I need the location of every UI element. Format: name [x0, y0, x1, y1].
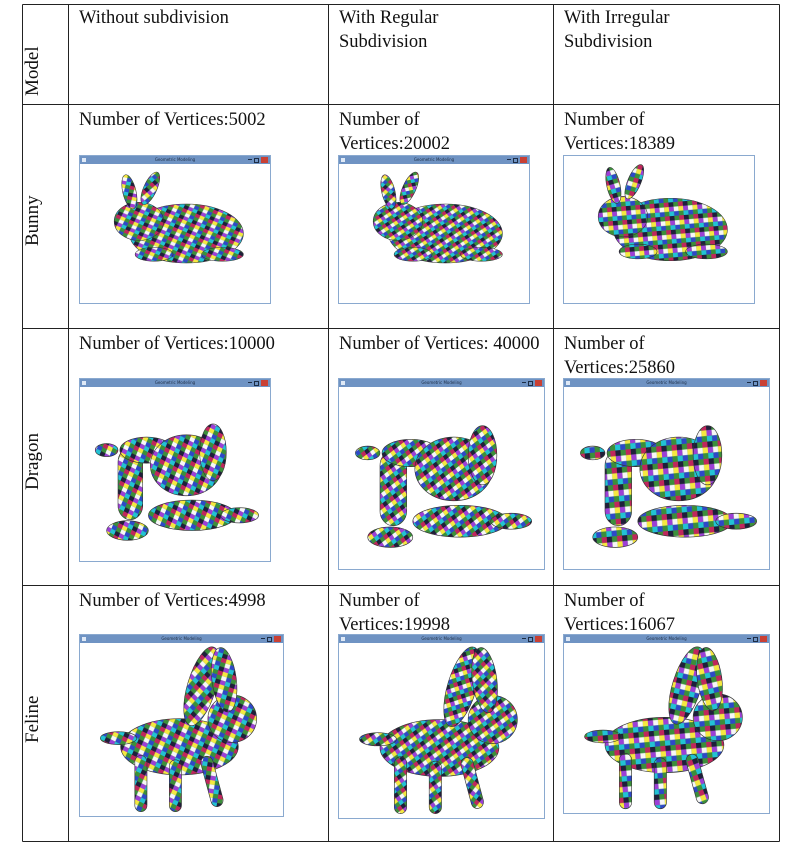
maximize-icon	[753, 381, 758, 386]
feline-model-icon	[584, 646, 743, 810]
window-title: Geometric Modeling	[421, 636, 462, 641]
model-screenshot: Geometric Modeling	[79, 155, 271, 304]
bunny-model-icon	[597, 164, 728, 262]
window-title: Geometric Modeling	[161, 636, 202, 641]
minimize-icon	[248, 382, 252, 383]
minimize-icon	[522, 382, 526, 383]
minimize-icon	[507, 159, 511, 160]
vertex-count-label: Number of Vertices: 40000	[339, 334, 540, 354]
app-icon	[341, 158, 345, 162]
vertex-count-label: Number of Vertices:18389	[564, 110, 675, 154]
close-icon	[535, 380, 542, 386]
maximize-icon	[528, 381, 533, 386]
minimize-icon	[261, 638, 265, 639]
close-icon	[520, 157, 527, 163]
row-label-bunny: Bunny	[22, 195, 43, 246]
vertex-count-label: Number of Vertices:10000	[79, 334, 275, 354]
app-icon	[82, 158, 86, 162]
vertex-count-label: Number of Vertices:16067	[564, 591, 675, 635]
window-title: Geometric Modeling	[646, 636, 687, 641]
minimize-icon	[747, 638, 751, 639]
window-titlebar: Geometric Modeling	[339, 156, 529, 164]
app-icon	[341, 637, 345, 641]
close-icon	[760, 636, 767, 642]
model-screenshot: Geometric Modeling	[338, 378, 545, 570]
row-label-dragon: Dragon	[22, 433, 43, 490]
window-titlebar: Geometric Modeling	[80, 156, 270, 164]
feline-model-icon	[99, 646, 257, 812]
maximize-icon	[254, 158, 259, 163]
close-icon	[261, 380, 268, 386]
window-titlebar: Geometric Modeling	[564, 635, 769, 643]
app-icon	[82, 637, 86, 641]
vertex-count-label: Number of Vertices:25860	[564, 334, 675, 378]
window-title: Geometric Modeling	[413, 157, 455, 162]
feline-model-icon	[359, 646, 518, 814]
maximize-icon	[528, 637, 533, 642]
header-without-subdivision: Without subdivision	[79, 8, 229, 28]
header-irregular-subdivision: With Irregular Subdivision	[564, 8, 670, 52]
vertex-count-label: Number of Vertices:5002	[79, 110, 266, 130]
app-icon	[341, 381, 345, 385]
maximize-icon	[753, 637, 758, 642]
model-screenshot: Geometric Modeling	[338, 634, 545, 819]
window-title: Geometric Modeling	[154, 380, 196, 385]
maximize-icon	[254, 381, 259, 386]
row-label-feline: Feline	[22, 695, 43, 744]
app-icon	[82, 381, 86, 385]
window-titlebar: Geometric Modeling	[564, 379, 769, 387]
model-screenshot: Geometric Modeling	[79, 634, 284, 817]
bunny-model-icon	[372, 171, 503, 264]
close-icon	[760, 380, 767, 386]
bunny-model-icon	[113, 171, 244, 264]
model-screenshot: Geometric Modeling	[338, 155, 530, 304]
model-screenshot: Geometric Modeling	[79, 378, 271, 562]
minimize-icon	[248, 159, 252, 160]
maximize-icon	[513, 158, 518, 163]
model-screenshot: Geometric Modeling	[563, 155, 755, 304]
close-icon	[261, 157, 268, 163]
window-titlebar: Geometric Modeling	[80, 379, 270, 387]
app-icon	[566, 381, 570, 385]
vertex-count-label: Number of Vertices:20002	[339, 110, 450, 154]
model-screenshot: Geometric Modeling	[563, 378, 770, 570]
window-titlebar: Geometric Modeling	[80, 635, 283, 643]
maximize-icon	[267, 637, 272, 642]
window-titlebar: Geometric Modeling	[339, 635, 544, 643]
minimize-icon	[522, 638, 526, 639]
vertex-count-label: Number of Vertices:4998	[79, 591, 266, 611]
model-screenshot: Geometric Modeling	[563, 634, 770, 814]
dragon-model-icon	[94, 423, 259, 541]
vertex-count-label: Number of Vertices:19998	[339, 591, 450, 635]
dragon-model-icon	[355, 425, 533, 548]
dragon-model-icon	[580, 425, 758, 548]
minimize-icon	[747, 382, 751, 383]
app-icon	[566, 637, 570, 641]
header-regular-subdivision: With Regular Subdivision	[339, 8, 439, 52]
close-icon	[274, 636, 281, 642]
window-title: Geometric Modeling	[421, 380, 462, 385]
window-title: Geometric Modeling	[646, 380, 687, 385]
window-titlebar: Geometric Modeling	[339, 379, 544, 387]
close-icon	[535, 636, 542, 642]
window-title: Geometric Modeling	[154, 157, 196, 162]
header-model-label: Model	[22, 46, 43, 96]
